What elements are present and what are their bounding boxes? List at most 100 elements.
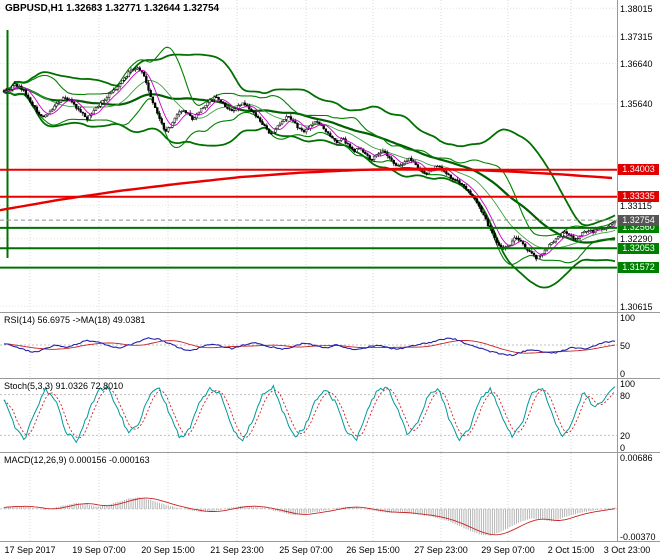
resistance-price-badge[interactable]: 1.34003 — [618, 164, 659, 176]
candle — [66, 97, 69, 100]
candle — [535, 254, 538, 260]
candle — [221, 101, 225, 103]
candle — [57, 102, 60, 104]
candle — [88, 115, 91, 120]
candle — [232, 109, 236, 112]
support-price-badge[interactable]: 1.31572 — [618, 262, 659, 274]
candle — [543, 249, 547, 254]
indicator-axis-label: 80 — [620, 390, 631, 401]
time-axis[interactable]: 17 Sep 2017 19 Sep 07:00 20 Sep 15:00 21 Se… — [0, 542, 660, 560]
panel-divider[interactable] — [0, 312, 660, 313]
candle — [458, 180, 461, 184]
quote-high: 1.32771 — [105, 3, 142, 14]
candle — [517, 237, 520, 241]
candle — [147, 82, 150, 91]
candle — [587, 230, 590, 232]
candle — [478, 202, 481, 207]
slow-green-ma — [3, 86, 616, 244]
candle — [121, 80, 124, 84]
candle — [143, 71, 146, 77]
candle — [254, 112, 257, 117]
candle — [35, 106, 39, 113]
candle — [423, 171, 426, 174]
candle — [467, 189, 470, 192]
rsi-chart[interactable] — [0, 313, 660, 378]
candle — [99, 102, 102, 107]
candle — [48, 110, 52, 115]
support-price-badge[interactable]: 1.32560 — [618, 222, 659, 234]
candle — [162, 122, 166, 130]
candle — [72, 101, 76, 105]
stochastic-chart[interactable] — [0, 379, 660, 452]
candle — [77, 108, 80, 110]
macd-chart[interactable] — [0, 453, 660, 541]
candle — [294, 120, 297, 124]
candle — [42, 115, 45, 118]
candle — [528, 250, 531, 252]
resistance-price-badge[interactable]: 1.33335 — [618, 191, 659, 203]
candle — [410, 157, 413, 161]
candle — [574, 238, 577, 240]
candle — [559, 236, 562, 238]
panel-divider[interactable] — [0, 452, 660, 453]
quote-open: 1.32683 — [66, 3, 103, 14]
candle — [471, 194, 474, 197]
candle — [173, 117, 176, 123]
time-axis-label: 21 Sep 23:00 — [210, 545, 264, 555]
stoch-main-line — [3, 384, 616, 444]
candle — [298, 127, 301, 129]
candlestick-chart[interactable] — [0, 0, 660, 312]
candle — [195, 113, 198, 119]
candle — [243, 102, 247, 106]
candle — [300, 128, 303, 131]
candle — [228, 108, 231, 110]
candle — [561, 232, 564, 237]
time-axis-label: 3 Oct 23:00 — [603, 545, 651, 555]
candle — [118, 83, 122, 87]
candle — [64, 97, 67, 99]
quote-close: 1.32754 — [182, 3, 220, 14]
candle — [206, 101, 209, 106]
candle — [570, 235, 573, 237]
panel-divider[interactable] — [0, 378, 660, 379]
time-axis-label: 2 Oct 15:00 — [547, 545, 595, 555]
candle — [263, 124, 266, 126]
candle — [59, 100, 63, 103]
candle — [145, 76, 148, 84]
candle — [366, 153, 369, 156]
candle — [427, 170, 431, 174]
candle — [399, 164, 402, 166]
candle — [15, 83, 19, 87]
candle — [318, 121, 321, 125]
candle — [390, 157, 393, 161]
indicator-axis-label: 20 — [620, 431, 631, 442]
candle — [581, 232, 584, 237]
candle — [92, 110, 95, 115]
candle — [81, 111, 84, 114]
candle — [456, 179, 459, 181]
candle — [311, 123, 314, 126]
bid-price-badge[interactable]: 1.32754 — [618, 214, 659, 226]
candle — [241, 102, 244, 106]
time-axis-label: 20 Sep 15:00 — [141, 545, 195, 555]
candle — [191, 115, 194, 120]
candle — [532, 252, 536, 256]
candle — [199, 108, 203, 113]
candle — [348, 143, 352, 148]
candle — [197, 111, 201, 115]
time-axis-label: 27 Sep 23:00 — [414, 545, 468, 555]
support-price-badge[interactable]: 1.32053 — [618, 242, 659, 254]
bollinger-lower — [3, 91, 615, 266]
candle — [55, 103, 58, 107]
price-axis-label: 1.36640 — [620, 59, 653, 70]
panel-divider[interactable] — [0, 541, 660, 542]
price-axis-label: 1.32290 — [620, 234, 653, 245]
candle — [453, 179, 457, 181]
candle — [219, 99, 222, 102]
stochastic-label: Stoch(5,3,3) 91.0326 72.8010 — [4, 381, 124, 391]
candle — [493, 232, 496, 239]
candle — [322, 125, 325, 129]
candle — [226, 106, 229, 109]
candle — [112, 89, 115, 93]
quote-low: 1.32644 — [144, 3, 181, 14]
